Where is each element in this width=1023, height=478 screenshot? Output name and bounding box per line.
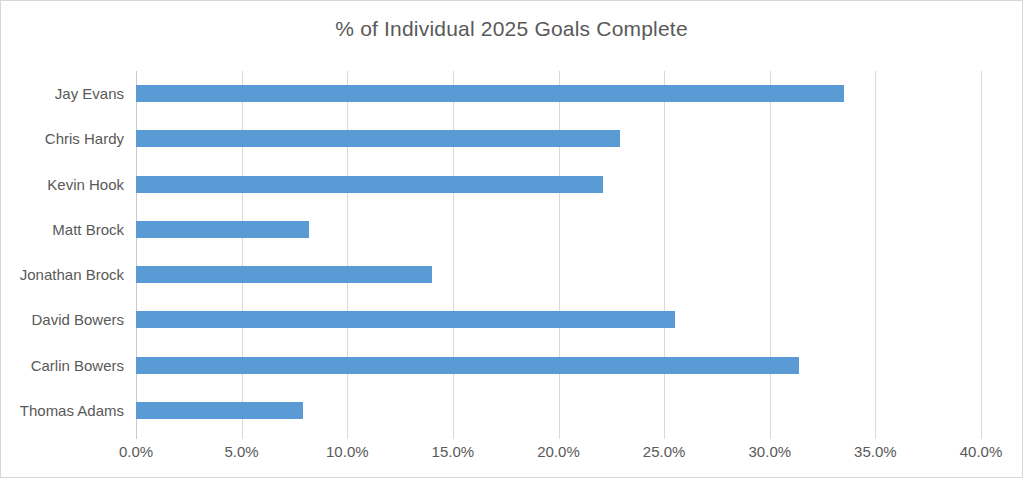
value-tick-label: 0.0% bbox=[119, 443, 153, 460]
gridline bbox=[453, 71, 454, 439]
value-axis-line bbox=[136, 71, 137, 439]
category-label: Kevin Hook bbox=[1, 176, 124, 193]
category-label: David Bowers bbox=[1, 311, 124, 328]
gridline bbox=[981, 71, 982, 439]
bar-thomas-adams bbox=[136, 402, 303, 419]
plot-area bbox=[136, 71, 981, 433]
category-label: Carlin Bowers bbox=[1, 357, 124, 374]
category-axis: Jay Evans Chris Hardy Kevin Hook Matt Brock… bbox=[1, 71, 124, 433]
value-tick-label: 10.0% bbox=[326, 443, 369, 460]
gridline bbox=[347, 71, 348, 439]
gridline bbox=[770, 71, 771, 439]
category-label: Thomas Adams bbox=[1, 402, 124, 419]
gridline bbox=[559, 71, 560, 439]
bar-carlin-bowers bbox=[136, 357, 799, 374]
gridline bbox=[664, 71, 665, 439]
bar-david-bowers bbox=[136, 311, 675, 328]
category-label: Jay Evans bbox=[1, 85, 124, 102]
chart-canvas: % of Individual 2025 Goals Complete Jay … bbox=[0, 0, 1023, 478]
value-tick-label: 35.0% bbox=[854, 443, 897, 460]
value-axis: 0.0%5.0%10.0%15.0%20.0%25.0%30.0%35.0%40… bbox=[136, 443, 981, 465]
bar-chris-hardy bbox=[136, 130, 620, 147]
gridline bbox=[875, 71, 876, 439]
bar-jay-evans bbox=[136, 85, 844, 102]
gridline bbox=[242, 71, 243, 439]
value-tick-label: 25.0% bbox=[643, 443, 686, 460]
bar-jonathan-brock bbox=[136, 266, 432, 283]
value-tick-label: 40.0% bbox=[960, 443, 1003, 460]
category-label: Chris Hardy bbox=[1, 130, 124, 147]
bar-kevin-hook bbox=[136, 176, 603, 193]
category-label: Matt Brock bbox=[1, 221, 124, 238]
value-tick-label: 20.0% bbox=[537, 443, 580, 460]
chart-title: % of Individual 2025 Goals Complete bbox=[1, 17, 1022, 41]
bar-matt-brock bbox=[136, 221, 309, 238]
category-label: Jonathan Brock bbox=[1, 266, 124, 283]
value-tick-label: 30.0% bbox=[749, 443, 792, 460]
value-tick-label: 15.0% bbox=[432, 443, 475, 460]
value-tick-label: 5.0% bbox=[224, 443, 258, 460]
